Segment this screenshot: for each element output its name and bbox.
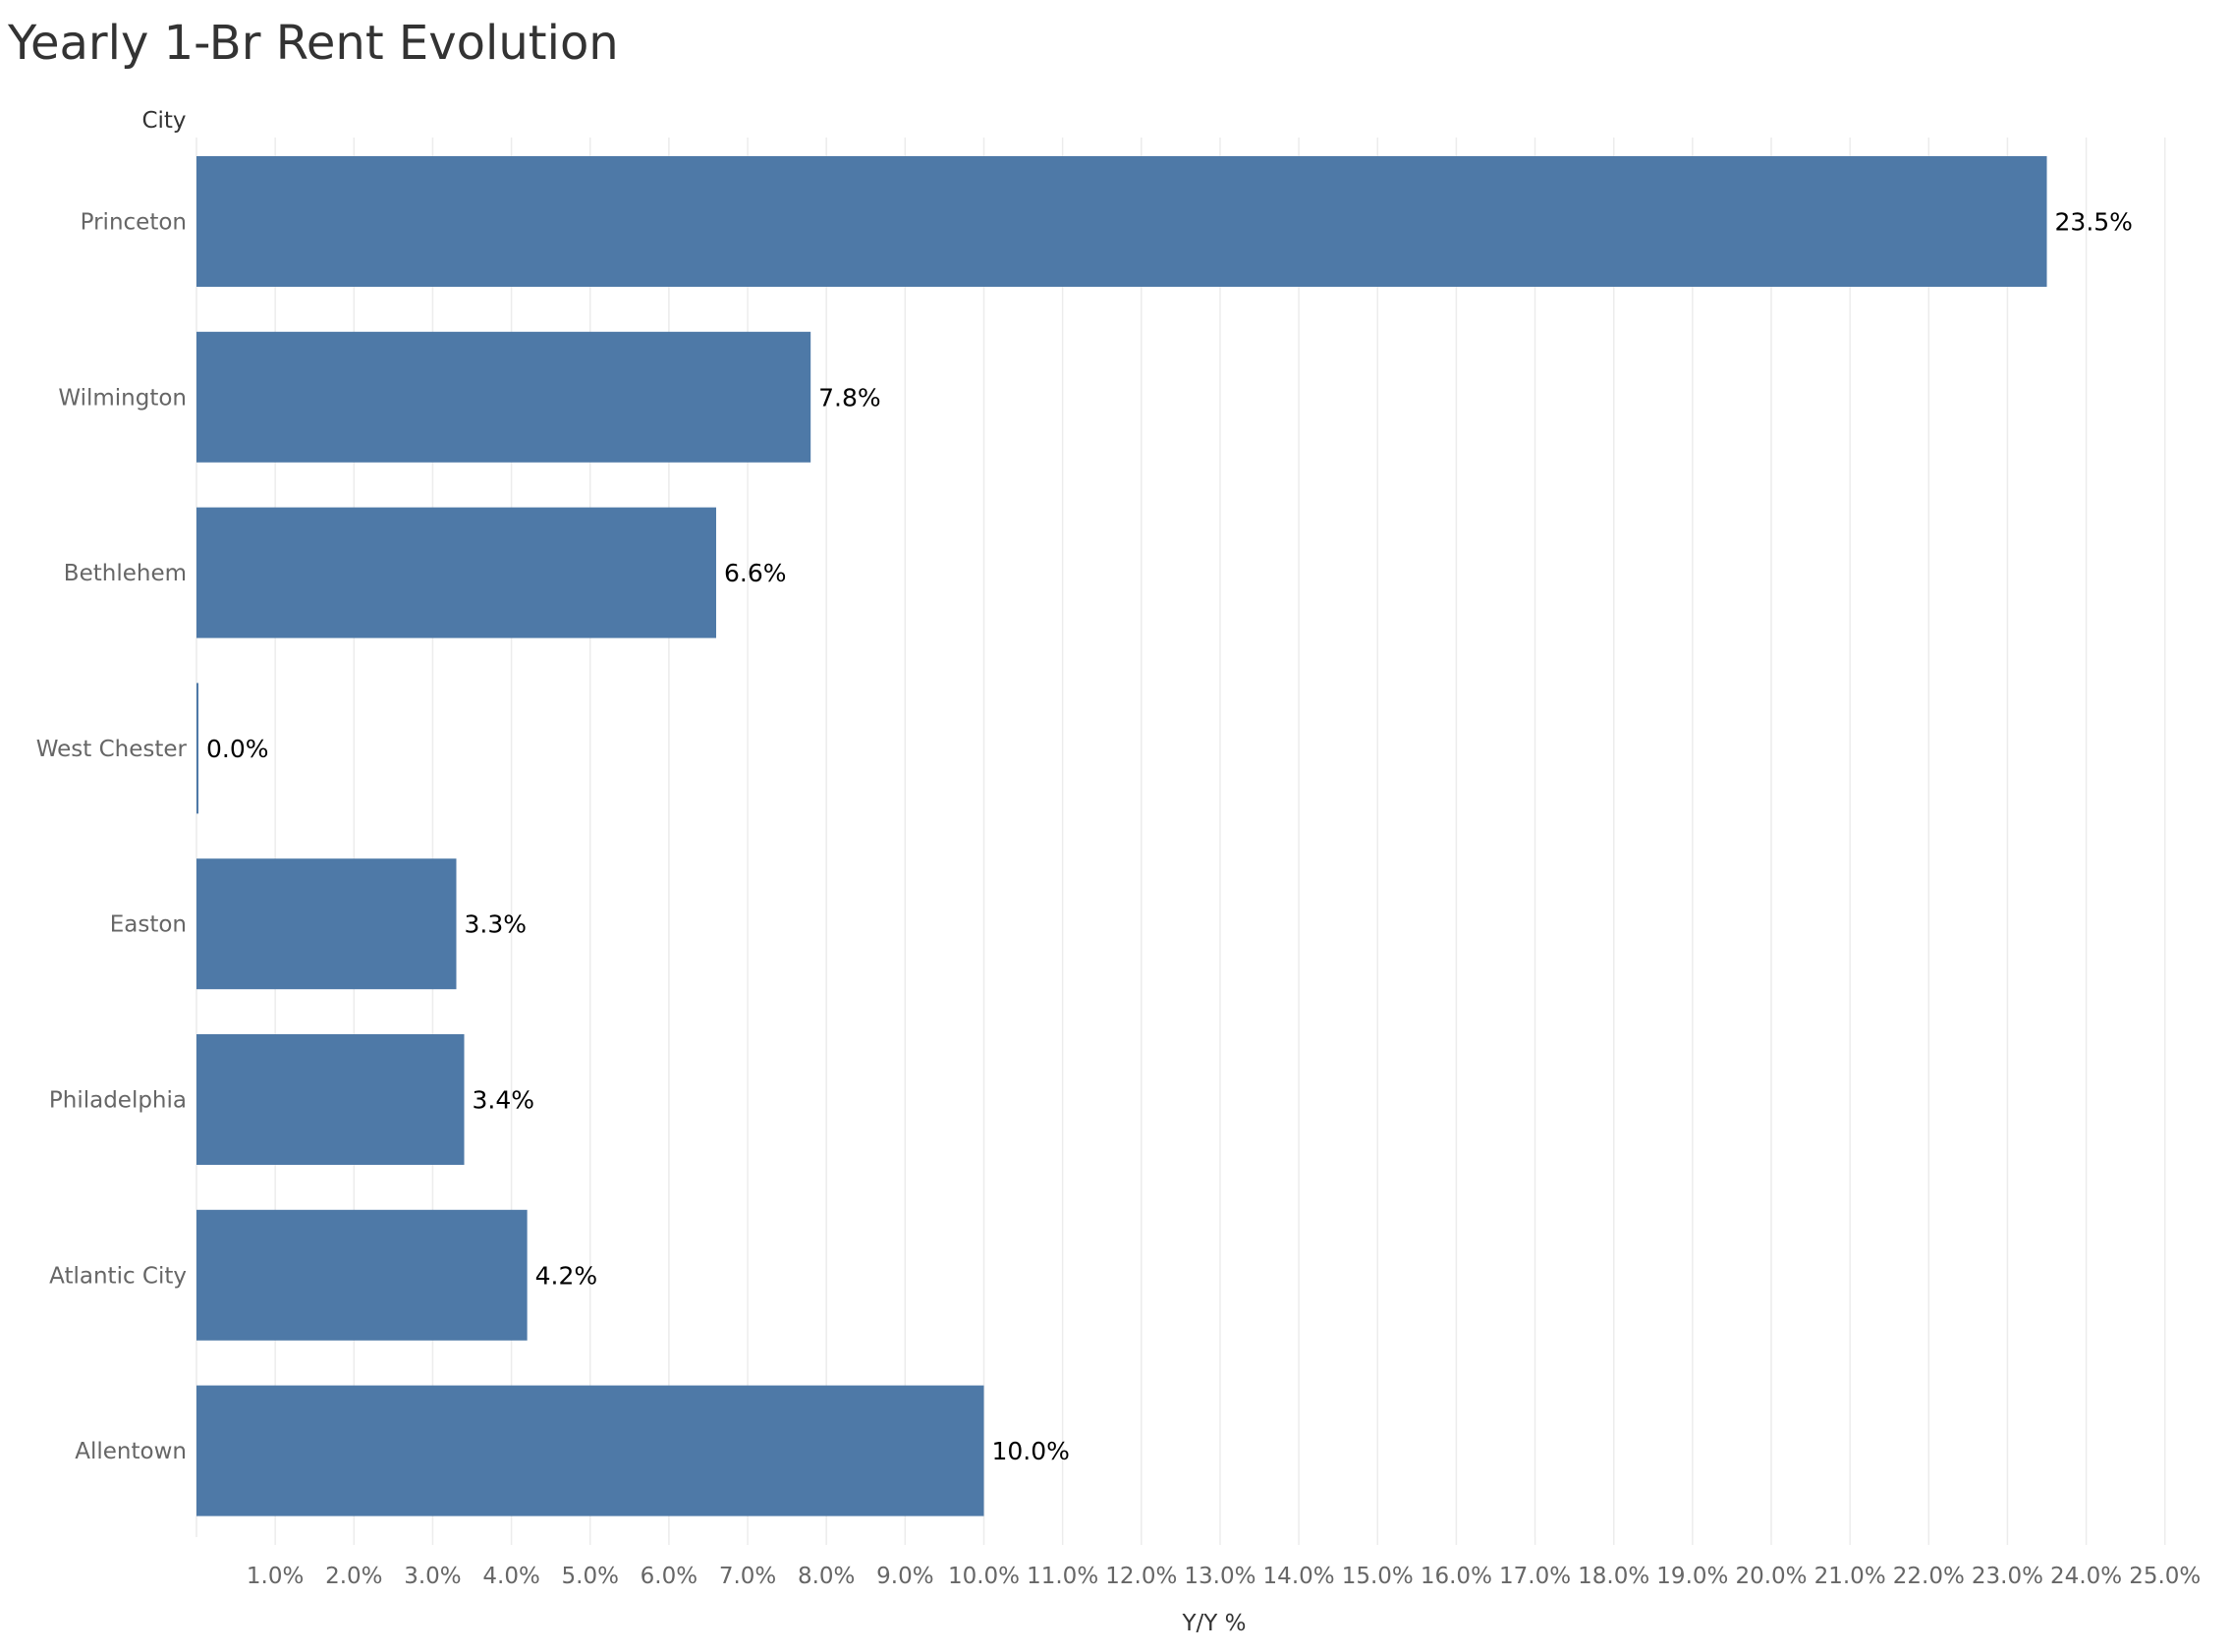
x-tick-label: 19.0%: [1656, 1564, 1728, 1589]
bar-west-chester[interactable]: [196, 683, 198, 814]
bar-philadelphia[interactable]: [196, 1034, 465, 1165]
chart-title: Yearly 1-Br Rent Evolution: [8, 16, 619, 71]
bar-atlantic-city[interactable]: [196, 1209, 528, 1341]
x-tick-label: 8.0%: [798, 1564, 855, 1589]
category-label: Easton: [110, 912, 187, 938]
labels: 1.0% 2.0% 3.0% 4.0% 5.0% 6.0% 7.0% 8.0% 9.0% 10.0…: [36, 208, 2202, 1590]
x-tick-label: 15.0%: [1342, 1564, 1414, 1589]
x-tick-label: 17.0%: [1499, 1564, 1571, 1589]
x-tick-label: 12.0%: [1105, 1564, 1177, 1589]
x-tick-label: 16.0%: [1421, 1564, 1492, 1589]
x-tick-label: 20.0%: [1735, 1564, 1807, 1589]
data-label: 6.6%: [724, 559, 787, 587]
data-label: 3.3%: [464, 910, 527, 939]
x-tick-label: 2.0%: [325, 1564, 382, 1589]
bar-easton[interactable]: [196, 858, 457, 990]
data-label: 3.4%: [473, 1086, 535, 1115]
data-label: 0.0%: [206, 735, 269, 763]
data-label: 7.8%: [818, 383, 881, 412]
x-tick-label: 22.0%: [1893, 1564, 1965, 1589]
category-label: Bethlehem: [64, 561, 187, 586]
bar-wilmington[interactable]: [196, 331, 811, 463]
x-tick-label: 21.0%: [1814, 1564, 1886, 1589]
category-label: Wilmington: [58, 385, 187, 411]
y-axis-title: City: [141, 108, 186, 134]
category-label: Allentown: [75, 1439, 187, 1464]
bars: [196, 156, 2047, 1516]
x-tick-label: 4.0%: [482, 1564, 539, 1589]
x-tick-label: 18.0%: [1578, 1564, 1649, 1589]
data-label: 10.0%: [992, 1437, 1070, 1465]
x-tick-label: 13.0%: [1184, 1564, 1256, 1589]
category-label: Princeton: [81, 210, 187, 236]
x-tick-label: 7.0%: [719, 1564, 776, 1589]
x-tick-label: 23.0%: [1972, 1564, 2043, 1589]
category-label: Philadelphia: [49, 1088, 187, 1114]
x-tick-label: 5.0%: [562, 1564, 619, 1589]
x-tick-label: 1.0%: [247, 1564, 304, 1589]
category-label: West Chester: [36, 737, 188, 762]
category-label: Atlantic City: [49, 1263, 187, 1289]
x-tick-label: 9.0%: [876, 1564, 933, 1589]
x-tick-label: 24.0%: [2050, 1564, 2122, 1589]
data-label: 4.2%: [535, 1261, 598, 1290]
x-tick-label: 6.0%: [641, 1564, 698, 1589]
bar-allentown[interactable]: [196, 1385, 984, 1516]
x-tick-label: 25.0%: [2129, 1564, 2201, 1589]
x-tick-label: 3.0%: [404, 1564, 461, 1589]
x-axis-title: Y/Y %: [1181, 1611, 1246, 1636]
bar-princeton[interactable]: [196, 156, 2047, 287]
x-tick-label: 11.0%: [1027, 1564, 1098, 1589]
x-tick-label: 10.0%: [948, 1564, 1020, 1589]
data-label: 23.5%: [2055, 208, 2133, 237]
x-tick-label: 14.0%: [1263, 1564, 1335, 1589]
bar-bethlehem[interactable]: [196, 507, 716, 638]
